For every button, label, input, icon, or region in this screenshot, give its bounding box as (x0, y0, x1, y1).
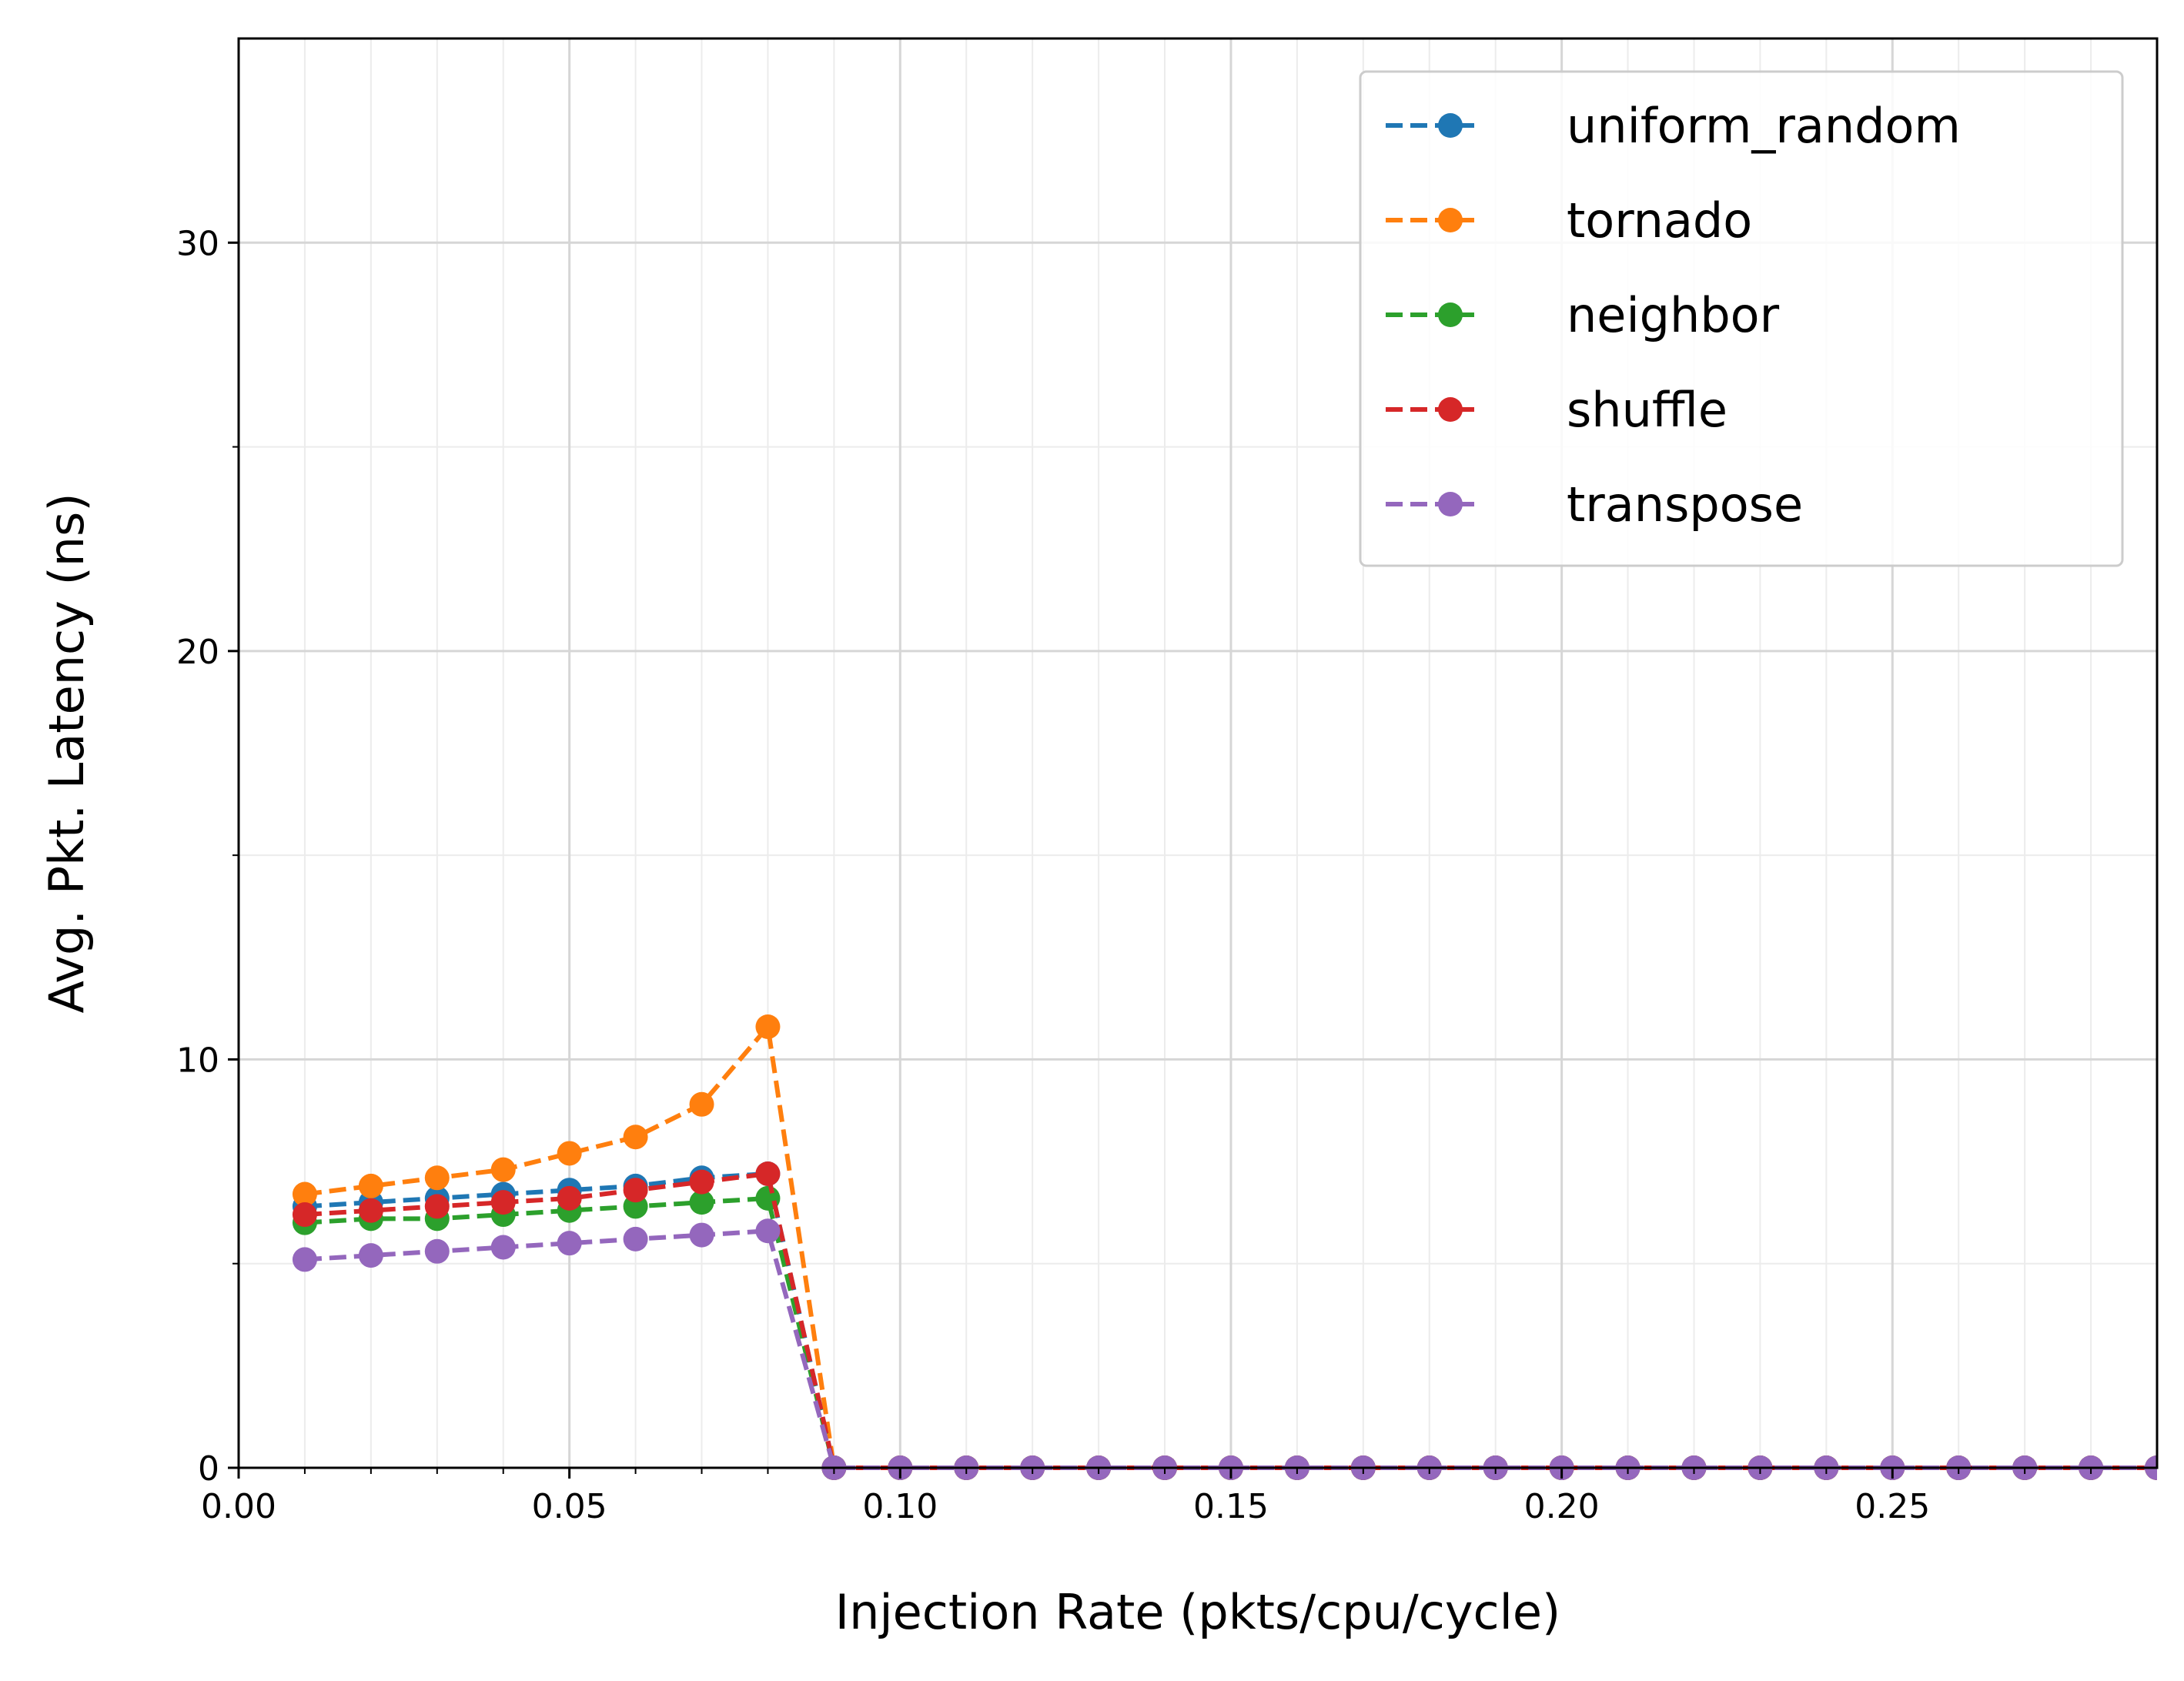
legend-box (1359, 70, 2124, 567)
legend-item-shuffle: shuffle (1386, 382, 1727, 438)
legend-label: neighbor (1567, 287, 1780, 343)
data-point-tornado (755, 1014, 781, 1039)
data-point-neighbor (689, 1190, 714, 1215)
plot-frame (237, 37, 2159, 1469)
data-point-shuffle (557, 1185, 582, 1211)
data-point-shuffle (358, 1198, 383, 1223)
data-point-tornado (689, 1091, 714, 1117)
data-point-tornado (557, 1141, 582, 1166)
data-point-transpose (623, 1226, 648, 1252)
data-point-transpose (490, 1235, 516, 1260)
data-point-tornado (490, 1157, 516, 1182)
data-point-transpose (292, 1247, 317, 1272)
legend-item-tornado: tornado (1386, 192, 1752, 249)
y-tick-label: 20 (176, 633, 219, 672)
y-tick-label: 0 (198, 1449, 219, 1489)
x-tick-label: 0.25 (1855, 1487, 1930, 1526)
legend-swatch-marker (1438, 397, 1463, 422)
data-point-transpose (557, 1231, 582, 1256)
legend-swatch-marker (1438, 113, 1463, 138)
data-point-shuffle (755, 1161, 781, 1186)
x-axis-label: Injection Rate (pkts/cpu/cycle) (835, 1584, 1560, 1640)
data-point-transpose (755, 1218, 781, 1244)
data-point-transpose (358, 1243, 383, 1268)
legend-label: transpose (1567, 476, 1803, 533)
legend-item-uniform_random: uniform_random (1386, 98, 1961, 154)
data-point-shuffle (623, 1178, 648, 1203)
legend-swatch-marker (1438, 208, 1463, 232)
data-point-tornado (358, 1173, 383, 1198)
y-axis-label: Avg. Pkt. Latency (ns) (38, 493, 95, 1013)
series-line-transpose (304, 1228, 2157, 1470)
legend-label: tornado (1567, 192, 1752, 249)
data-point-tornado (424, 1165, 450, 1191)
data-point-transpose (424, 1238, 450, 1264)
x-tick-label: 0.15 (1193, 1487, 1269, 1526)
axis-ticks: 0.00 0.05 0.10 0.15 0.20 0.25 0 10 20 30 (176, 224, 2092, 1526)
legend-item-neighbor: neighbor (1386, 287, 1780, 343)
x-tick-label: 0.20 (1524, 1487, 1600, 1526)
data-point-shuffle (490, 1190, 516, 1215)
y-tick-label: 10 (176, 1041, 219, 1080)
legend-item-transpose: transpose (1386, 476, 1803, 533)
data-point-tornado (623, 1125, 648, 1150)
legend-label: shuffle (1567, 382, 1727, 438)
x-tick-label: 0.05 (532, 1487, 607, 1526)
y-tick-label: 30 (176, 224, 219, 263)
legend-swatch-marker (1438, 302, 1463, 327)
data-point-shuffle (689, 1169, 714, 1195)
data-point-shuffle (292, 1202, 317, 1228)
x-tick-label: 0.10 (862, 1487, 938, 1526)
x-tick-label: 0.00 (201, 1487, 276, 1526)
legend-label: uniform_random (1567, 98, 1961, 154)
legend-swatch-marker (1438, 492, 1463, 516)
data-point-tornado (292, 1181, 317, 1207)
data-point-transpose (689, 1222, 714, 1248)
data-point-shuffle (424, 1194, 450, 1219)
